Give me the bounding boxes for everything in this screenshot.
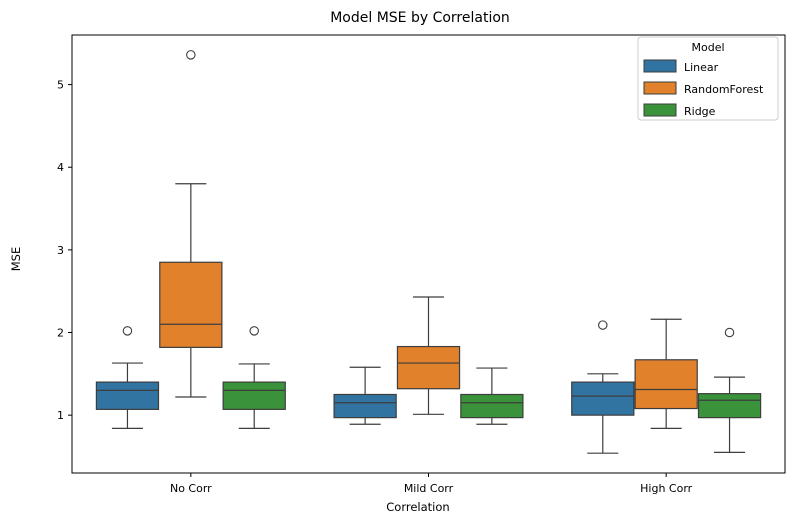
box-body bbox=[697, 393, 762, 419]
box-ridge-1 bbox=[222, 326, 286, 429]
y-tick-label: 2 bbox=[57, 327, 64, 340]
box-linear-3 bbox=[571, 320, 635, 454]
legend-label-randomforest: RandomForest bbox=[684, 83, 764, 96]
y-tick-label: 4 bbox=[57, 161, 64, 174]
outlier-point bbox=[724, 327, 735, 338]
box-ridge-2 bbox=[460, 367, 524, 425]
outlier-point bbox=[598, 320, 608, 330]
legend-label-ridge: Ridge bbox=[684, 105, 716, 118]
plot-area: 1 2 3 4 5 No Corr Mild Corr High Corr bbox=[57, 34, 786, 495]
box-linear-2 bbox=[333, 366, 397, 425]
legend-label-linear: Linear bbox=[684, 61, 719, 74]
box-body bbox=[222, 381, 286, 410]
y-tick-label: 1 bbox=[57, 409, 64, 422]
legend-swatch-linear bbox=[643, 59, 677, 73]
box-randomforest-3 bbox=[634, 318, 698, 429]
box-randomforest-2 bbox=[396, 296, 461, 415]
box-body bbox=[460, 393, 524, 419]
legend-swatch-randomforest bbox=[643, 81, 677, 95]
y-tick-label: 5 bbox=[57, 79, 64, 92]
legend: Model Linear RandomForest Ridge bbox=[637, 36, 779, 121]
x-axis-label: Correlation bbox=[386, 500, 449, 514]
box-body bbox=[95, 381, 160, 410]
box-body bbox=[159, 261, 223, 348]
legend-frame bbox=[637, 36, 779, 121]
box-randomforest-1 bbox=[159, 50, 223, 398]
plot-frame bbox=[71, 34, 786, 474]
y-tick-label: 3 bbox=[57, 244, 64, 257]
box-ridge-3 bbox=[697, 327, 762, 453]
x-tick-label: No Corr bbox=[170, 482, 212, 495]
legend-title: Model bbox=[691, 41, 724, 54]
box-linear-1 bbox=[95, 326, 160, 429]
box-body bbox=[571, 381, 635, 416]
outlier-point bbox=[186, 50, 196, 60]
box-body bbox=[396, 345, 461, 390]
outlier-point bbox=[122, 326, 133, 336]
box-body bbox=[333, 393, 397, 419]
x-tick-label: Mild Corr bbox=[404, 482, 454, 495]
x-tick-label: High Corr bbox=[640, 482, 693, 495]
y-axis-label: MSE bbox=[9, 247, 23, 272]
chart-title: Model MSE by Correlation bbox=[330, 10, 510, 26]
box-body bbox=[634, 359, 698, 410]
outlier-point bbox=[249, 326, 259, 336]
legend-swatch-ridge bbox=[643, 103, 677, 117]
